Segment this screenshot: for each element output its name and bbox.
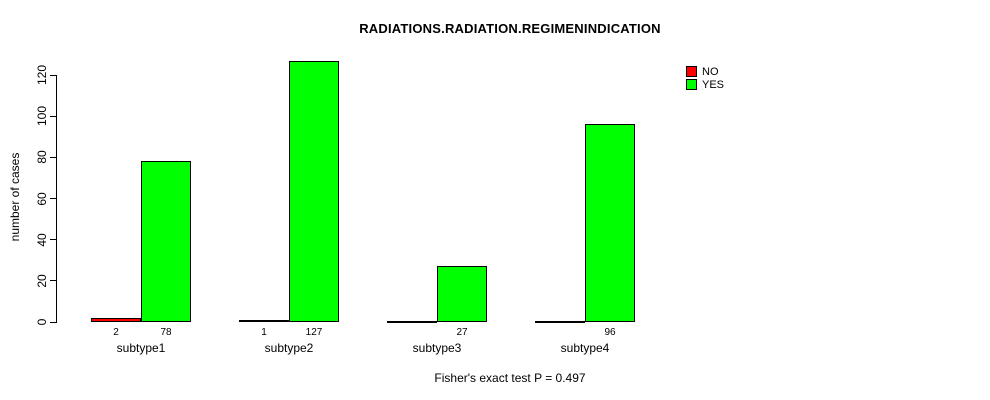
bar-no-subtype1	[91, 318, 141, 322]
legend-swatch-yes-icon	[686, 79, 697, 90]
bar-no-subtype4	[535, 321, 585, 323]
bar-value-label: 78	[160, 327, 172, 338]
y-tick-label: 40	[35, 232, 49, 247]
bar-yes-subtype4	[585, 124, 635, 322]
legend: NO YES	[686, 65, 724, 91]
y-tick	[50, 198, 57, 199]
bar-value-label: 27	[456, 327, 468, 338]
y-tick	[50, 156, 57, 158]
y-tick	[50, 74, 57, 76]
x-category-label: subtype4	[560, 341, 610, 355]
y-tick-label: 100	[35, 106, 49, 127]
y-tick-label: 20	[35, 274, 49, 288]
x-category-label: subtype3	[412, 341, 462, 355]
legend-item-no: NO	[686, 65, 724, 78]
y-tick-label: 80	[35, 150, 49, 165]
bar-yes-subtype3	[437, 266, 487, 322]
bar-value-label: 1	[261, 327, 267, 338]
y-tick-label: 0	[35, 318, 49, 326]
y-tick-label: 120	[35, 64, 49, 86]
bar-yes-subtype2	[289, 61, 339, 322]
y-tick	[50, 239, 57, 241]
bar-value-label: 127	[305, 327, 323, 338]
chart-title: RADIATIONS.RADIATION.REGIMENINDICATION	[359, 21, 661, 36]
x-category-label: subtype1	[116, 341, 166, 355]
bar-no-subtype3	[387, 321, 437, 323]
y-axis-line	[56, 75, 57, 323]
legend-item-yes: YES	[686, 78, 724, 91]
y-tick	[50, 280, 57, 282]
x-category-label: subtype2	[264, 341, 314, 355]
bar-no-subtype2	[239, 320, 289, 322]
bar-yes-subtype1	[141, 161, 191, 322]
bar-value-label: 2	[113, 327, 119, 338]
bar-value-label: 96	[604, 327, 616, 338]
y-tick	[50, 321, 57, 323]
footnote-text: Fisher's exact test P = 0.497	[434, 371, 586, 385]
legend-swatch-no-icon	[686, 66, 697, 77]
legend-label-yes: YES	[702, 78, 725, 91]
y-tick-label: 60	[35, 191, 49, 206]
legend-label-no: NO	[702, 65, 719, 78]
y-tick	[50, 115, 57, 117]
